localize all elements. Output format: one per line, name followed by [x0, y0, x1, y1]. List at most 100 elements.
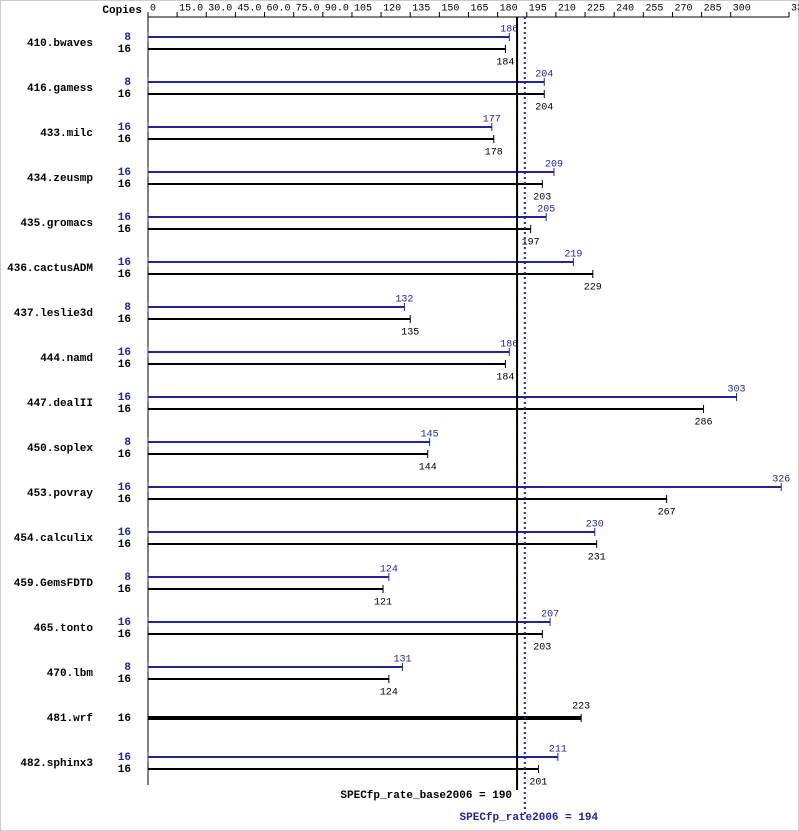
x-tick-label: 45.0 [237, 4, 261, 15]
value-label: 286 [695, 418, 713, 429]
benchmark-label: 436.cactusADM [7, 263, 93, 275]
copies-label: 16 [118, 179, 131, 191]
copies-label: 8 [124, 437, 131, 449]
copies-label: 8 [124, 77, 131, 89]
value-label: 197 [522, 238, 540, 249]
copies-label: 16 [118, 224, 131, 236]
copies-label: 8 [124, 302, 131, 314]
benchmark-label: 416.gamess [27, 83, 93, 95]
x-tick-label: 105 [354, 4, 372, 15]
x-tick-label: 60.0 [267, 4, 291, 15]
copies-label: 16 [118, 134, 131, 146]
copies-label: 16 [118, 257, 131, 269]
value-label: 184 [496, 373, 514, 384]
copies-label: 16 [118, 539, 131, 551]
copies-label: 16 [118, 404, 131, 416]
x-tick-label: 240 [616, 4, 634, 15]
value-label: 231 [588, 553, 606, 564]
value-label: 201 [529, 778, 547, 789]
reference-label: SPECfp_rate2006 = 194 [460, 812, 599, 824]
copies-label: 16 [118, 713, 131, 725]
value-label: 186 [500, 25, 518, 36]
value-label: 205 [537, 205, 555, 216]
x-tick-label: 15.0 [179, 4, 203, 15]
value-label: 144 [419, 463, 437, 474]
copies-label: 16 [118, 212, 131, 224]
benchmark-label: 437.leslie3d [14, 308, 93, 320]
benchmark-label: 465.tonto [34, 623, 94, 635]
value-label: 219 [564, 250, 582, 261]
x-tick-label: 0 [150, 4, 156, 15]
copies-label: 16 [118, 347, 131, 359]
x-tick-label: 195 [529, 4, 547, 15]
value-label: 186 [500, 340, 518, 351]
x-tick-label: 330 [791, 4, 799, 15]
benchmark-label: 433.milc [40, 128, 93, 140]
value-label: 223 [572, 702, 590, 713]
value-label: 178 [485, 148, 503, 159]
copies-label: 16 [118, 122, 131, 134]
value-label: 207 [541, 610, 559, 621]
x-tick-label: 165 [471, 4, 489, 15]
value-label: 204 [535, 70, 553, 81]
copies-label: 8 [124, 662, 131, 674]
copies-label: 16 [118, 629, 131, 641]
value-label: 209 [545, 160, 563, 171]
x-tick-label: 300 [733, 4, 751, 15]
value-label: 124 [380, 688, 398, 699]
value-label: 211 [549, 745, 567, 756]
copies-label: 16 [118, 167, 131, 179]
copies-label: 8 [124, 32, 131, 44]
value-label: 124 [380, 565, 398, 576]
value-label: 177 [483, 115, 501, 126]
value-label: 121 [374, 598, 392, 609]
value-label: 131 [393, 655, 411, 666]
copies-label: 16 [118, 449, 131, 461]
reference-label: SPECfp_rate_base2006 = 190 [340, 790, 512, 802]
x-tick-label: 90.0 [325, 4, 349, 15]
copies-label: 16 [118, 392, 131, 404]
x-tick-label: 75.0 [296, 4, 320, 15]
x-tick-label: 270 [674, 4, 692, 15]
value-label: 204 [535, 103, 553, 114]
copies-label: 16 [118, 44, 131, 56]
value-label: 145 [421, 430, 439, 441]
copies-label: 16 [118, 314, 131, 326]
copies-label: 16 [118, 482, 131, 494]
x-tick-label: 285 [704, 4, 722, 15]
x-tick-label: 150 [441, 4, 459, 15]
x-tick-label: 120 [383, 4, 401, 15]
copies-label: 16 [118, 359, 131, 371]
x-tick-label: 210 [558, 4, 576, 15]
benchmark-label: 450.soplex [27, 443, 93, 455]
copies-label: 16 [118, 617, 131, 629]
benchmark-label: 410.bwaves [27, 38, 93, 50]
copies-label: 16 [118, 527, 131, 539]
copies-label: 16 [118, 764, 131, 776]
copies-label: 16 [118, 584, 131, 596]
value-label: 184 [496, 58, 514, 69]
benchmark-label: 454.calculix [14, 533, 94, 545]
benchmark-label: 435.gromacs [20, 218, 93, 230]
benchmark-label: 444.namd [40, 353, 93, 365]
x-tick-label: 255 [645, 4, 663, 15]
value-label: 267 [658, 508, 676, 519]
benchmark-label: 434.zeusmp [27, 173, 93, 185]
x-tick-label: 30.0 [208, 4, 232, 15]
value-label: 203 [533, 643, 551, 654]
value-label: 229 [584, 283, 602, 294]
value-label: 203 [533, 193, 551, 204]
x-tick-label: 225 [587, 4, 605, 15]
value-label: 303 [728, 385, 746, 396]
copies-label: 16 [118, 89, 131, 101]
x-tick-label: 180 [500, 4, 518, 15]
value-label: 230 [586, 520, 604, 531]
copies-header: Copies [102, 5, 142, 17]
copies-label: 16 [118, 674, 131, 686]
benchmark-label: 481.wrf [47, 713, 94, 725]
copies-label: 16 [118, 752, 131, 764]
benchmark-label: 470.lbm [47, 668, 94, 680]
copies-label: 8 [124, 572, 131, 584]
